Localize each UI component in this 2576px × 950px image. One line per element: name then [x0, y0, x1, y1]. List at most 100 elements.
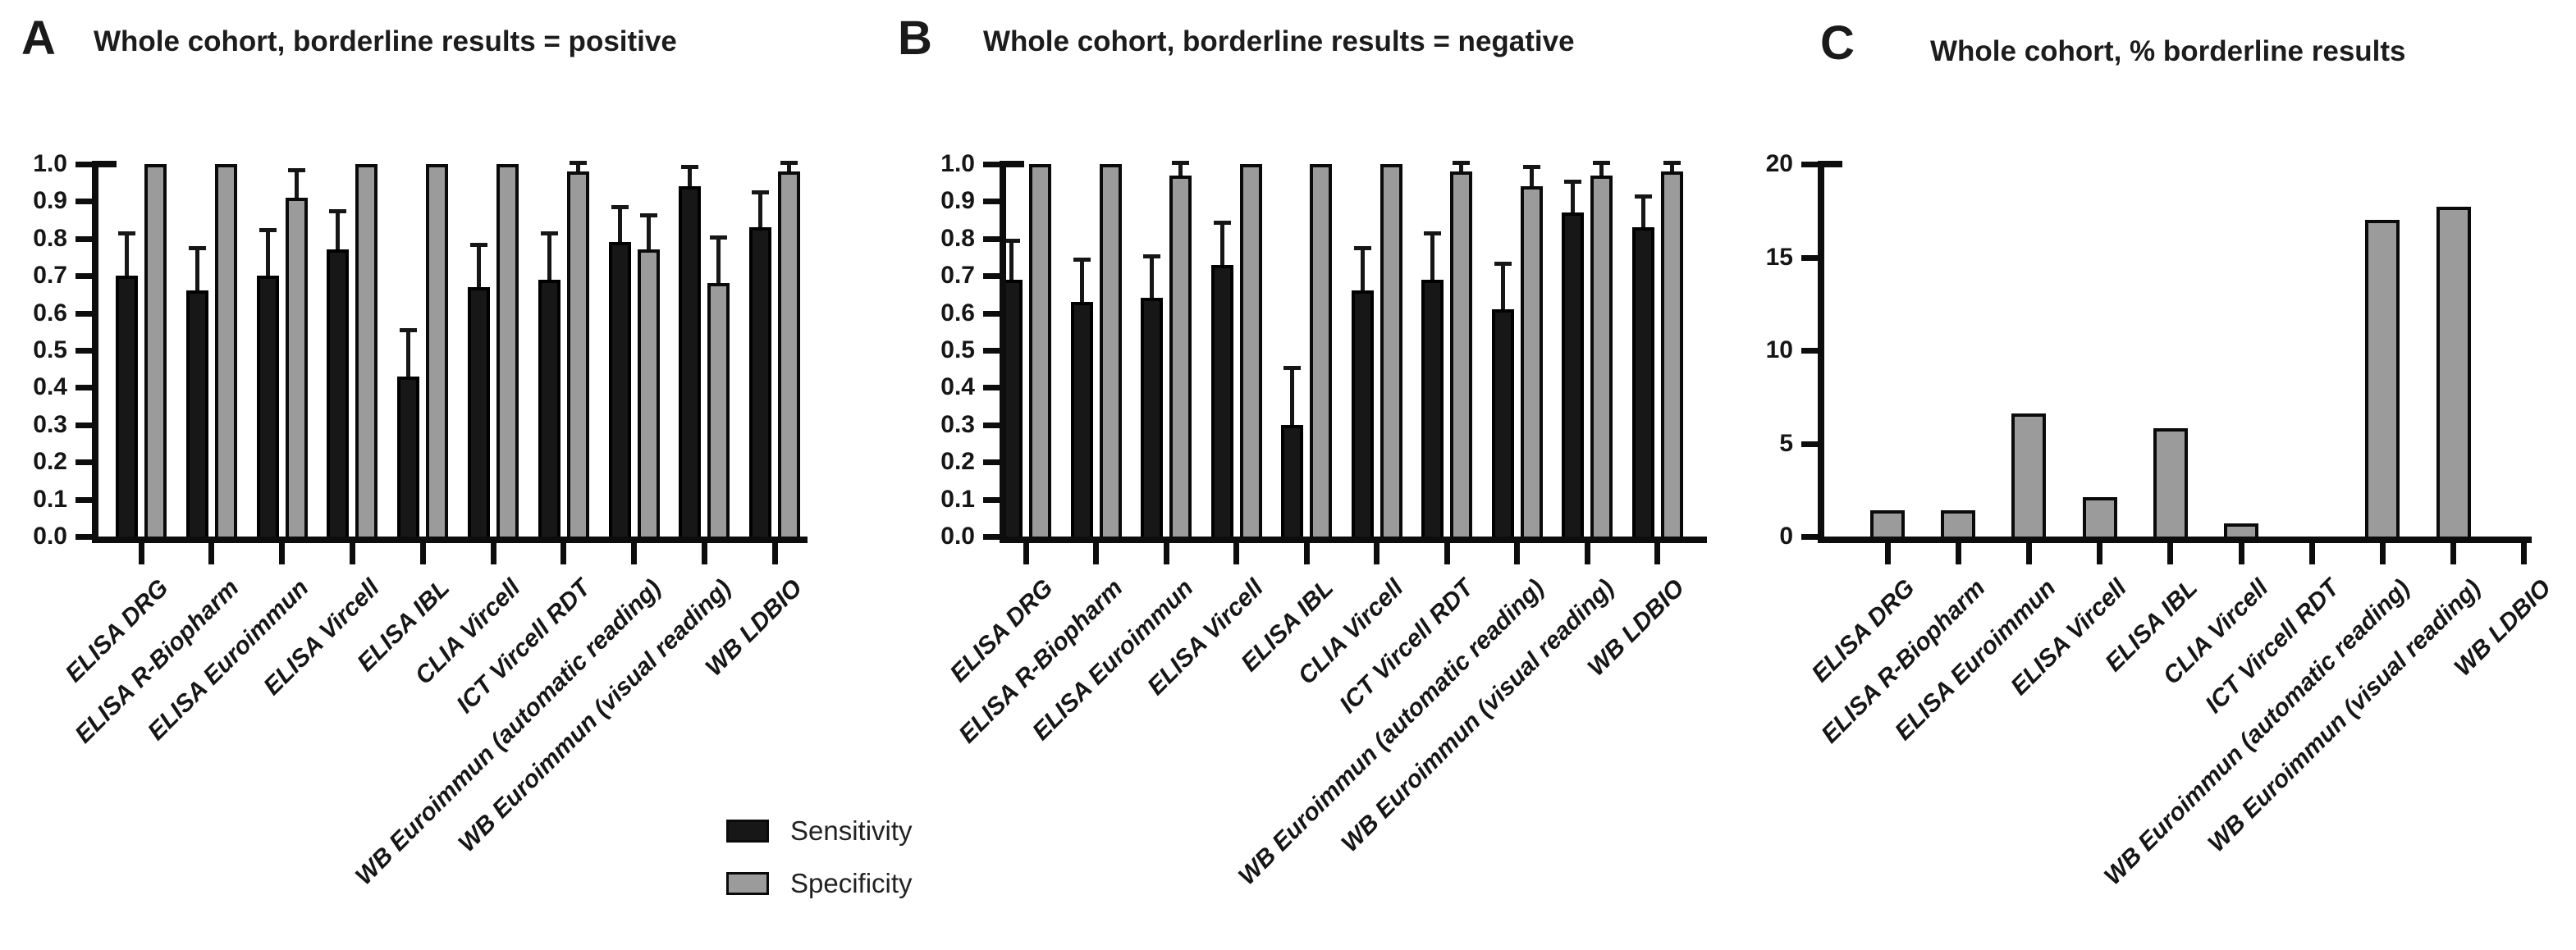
- panel-A-bar-specificity-1: [214, 164, 237, 540]
- panel-A-y-tick-label-0.5: 0.5: [33, 336, 67, 363]
- panel-A-errorcap-8: [710, 235, 728, 240]
- panel-C-bar--borderline-results-3: [2082, 497, 2117, 540]
- panel-A-errorbar-3: [336, 212, 341, 250]
- panel-A-errorcap-9: [780, 161, 798, 165]
- panel-A-y-tick-label-0.8: 0.8: [33, 224, 67, 252]
- panel-A-errorbar-7: [646, 216, 651, 250]
- panel-B-x-tick-5: [1374, 543, 1380, 564]
- panel-A-x-tick-1: [208, 543, 215, 564]
- panel-B-bar-specificity-1: [1099, 164, 1122, 540]
- panel-A-bar-sensitivity-7: [608, 242, 631, 540]
- panel-A-y-tick-label-0.1: 0.1: [33, 485, 67, 513]
- panel-B-bar-specificity-7: [1520, 186, 1543, 540]
- panel-A-errorbar-4: [406, 331, 411, 377]
- panel-A-y-tick-0.2: [75, 459, 92, 466]
- panel-B-x-tick-1: [1093, 543, 1099, 564]
- panel-B-x-tick-3: [1233, 543, 1239, 564]
- panel-B-y-tick-label-0.3: 0.3: [940, 410, 975, 438]
- panel-B-bar-specificity-4: [1310, 164, 1332, 540]
- panel-B-errorcap-2: [1143, 253, 1160, 258]
- legend: Sensitivity Specificity: [726, 817, 913, 922]
- panel-B-errorcap-1: [1073, 258, 1091, 263]
- panel-A-errorcap-0: [118, 231, 135, 236]
- panel-B-y-tick-label-0.5: 0.5: [940, 336, 975, 363]
- panel-A-bar-specificity-3: [355, 164, 378, 540]
- panel-B-errorbar-2: [1150, 257, 1154, 299]
- panel-A-bar-specificity-5: [496, 164, 519, 540]
- panel-B-bar-sensitivity-7: [1491, 309, 1514, 540]
- panel-B-errorcap-8: [1593, 161, 1610, 165]
- panel-B-y-tick-label-0.8: 0.8: [940, 224, 975, 252]
- panel-B-bar-sensitivity-8: [1562, 212, 1584, 540]
- panel-B-x-tick-7: [1514, 543, 1520, 564]
- panel-A-bar-sensitivity-4: [397, 376, 420, 540]
- panel-C-bar--borderline-results-8: [2436, 207, 2471, 540]
- panel-A-errorbar-6: [575, 164, 580, 172]
- panel-A-y-tick-label-0.4: 0.4: [33, 373, 67, 401]
- panel-C-y-tick-5: [1801, 441, 1818, 447]
- panel-B-x-tick-6: [1444, 543, 1450, 564]
- panel-B-errorcap-6: [1453, 161, 1470, 165]
- panel-B-bar-specificity-3: [1239, 164, 1262, 540]
- panel-B-x-tick-8: [1584, 543, 1590, 564]
- panel-A-x-tick-6: [560, 543, 567, 564]
- panel-C-x-tick-7: [2379, 543, 2386, 564]
- panel-B-y-axis: [1000, 161, 1006, 543]
- panel-A-bar-sensitivity-0: [116, 276, 138, 540]
- panel-b-title: Whole cohort, borderline results = negat…: [983, 25, 1575, 57]
- panel-A-errorcap-1: [188, 246, 206, 251]
- panel-A-bar-sensitivity-5: [468, 286, 490, 540]
- panel-B-y-tick-label-0.0: 0.0: [940, 523, 975, 550]
- panel-A-errorbar-9: [787, 164, 792, 172]
- panel-B-errorbar-3: [1219, 223, 1224, 265]
- panel-C-y-tick-label-5: 5: [1779, 429, 1793, 457]
- panel-C-y-tick-label-0: 0: [1779, 523, 1793, 550]
- panel-B-y-tick-0.5: [983, 348, 1000, 354]
- panel-A-y-tick-1.0: [75, 162, 92, 167]
- panel-B-y-tick-label-0.7: 0.7: [940, 262, 975, 290]
- panel-A-y-tick-0.4: [75, 385, 92, 391]
- panel-B-errorcap-6: [1424, 231, 1441, 236]
- panel-B-y-axis-top-hook: [1000, 161, 1024, 167]
- panel-c-title: Whole cohort, % borderline results: [1930, 35, 2406, 67]
- panel-A-bar-specificity-2: [285, 197, 308, 540]
- panel-A-bar-sensitivity-8: [679, 186, 702, 540]
- panel-B-errorbar-4: [1290, 368, 1294, 425]
- panel-A-y-axis-top-hook: [92, 161, 117, 167]
- panel-A-x-tick-3: [349, 543, 355, 564]
- panel-A-bar-sensitivity-3: [327, 249, 350, 540]
- panel-B-x-tick-2: [1163, 543, 1169, 564]
- panel-C-y-tick-20: [1801, 162, 1818, 167]
- panel-A-errorbar-7: [617, 208, 622, 243]
- panel-A-y-tick-0.0: [75, 534, 92, 540]
- panel-B-errorcap-3: [1213, 220, 1231, 225]
- panel-A-y-tick-0.5: [75, 348, 92, 354]
- panel-A-y-tick-0.6: [75, 310, 92, 317]
- panel-A-bar-specificity-4: [426, 164, 449, 540]
- panel-A-bar-sensitivity-2: [256, 276, 279, 540]
- panel-B-errorcap-5: [1353, 246, 1371, 251]
- legend-item-sensitivity: Sensitivity: [726, 817, 913, 845]
- specificity-swatch: [726, 872, 769, 895]
- panel-A-errorcap-4: [400, 328, 418, 333]
- panel-B-bar-specificity-9: [1660, 171, 1683, 540]
- panel-A-errorcap-5: [470, 242, 487, 247]
- panel-A-x-tick-9: [771, 543, 778, 564]
- panel-B-x-axis: [1000, 537, 1707, 543]
- panel-B-bar-specificity-6: [1450, 171, 1472, 540]
- panel-B-bar-specificity-0: [1029, 164, 1051, 540]
- panel-C-bar--borderline-results-4: [2153, 428, 2188, 540]
- panel-B-y-tick-label-0.1: 0.1: [940, 485, 975, 513]
- panel-B-errorcap-9: [1663, 161, 1681, 165]
- panel-B-bar-sensitivity-6: [1421, 279, 1444, 540]
- panel-B-bar-specificity-5: [1380, 164, 1402, 540]
- panel-C-x-tick-1: [1955, 543, 1961, 564]
- panel-B-y-tick-label-0.4: 0.4: [940, 373, 975, 401]
- legend-item-specificity: Specificity: [726, 870, 913, 897]
- panel-B-bar-specificity-2: [1169, 175, 1192, 540]
- panel-A-y-tick-0.3: [75, 422, 92, 428]
- panel-B-errorbar-0: [1009, 242, 1013, 280]
- panel-C-x-tick-6: [2308, 543, 2315, 564]
- panel-B-y-tick-0.8: [983, 235, 1000, 242]
